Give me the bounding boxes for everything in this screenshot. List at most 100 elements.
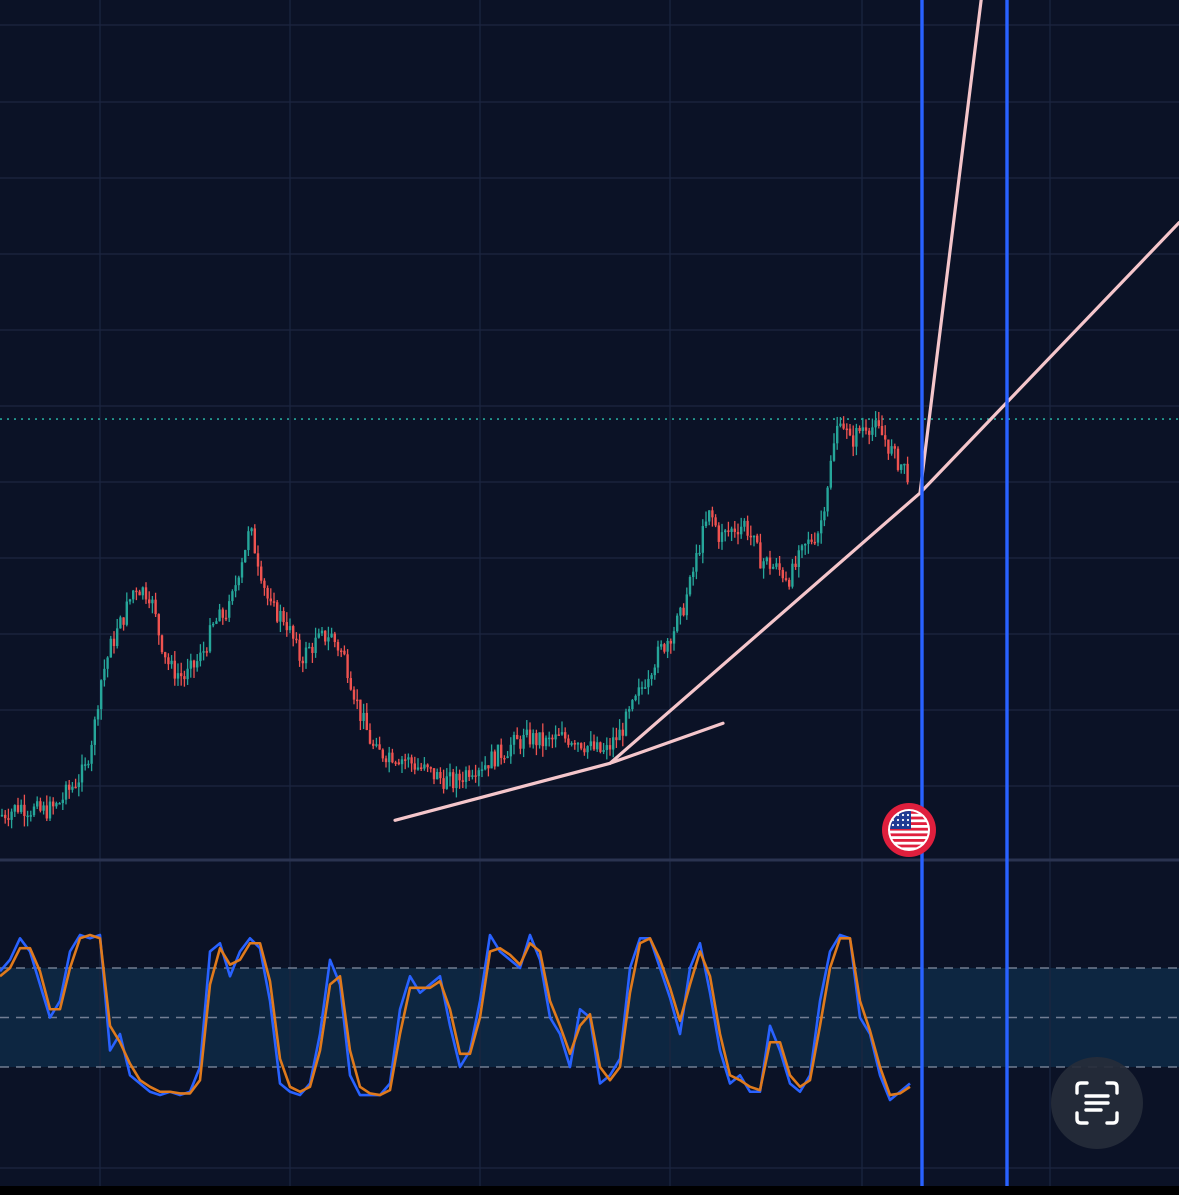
candle-body	[327, 637, 330, 642]
candle-body	[215, 621, 218, 624]
candle-body	[836, 425, 839, 444]
candle-body	[746, 520, 749, 536]
candle-body	[112, 638, 116, 647]
candle-body	[144, 587, 148, 600]
flag-star	[901, 823, 905, 827]
candle-body	[93, 719, 96, 745]
candle-body	[55, 803, 58, 807]
candle-body	[202, 651, 205, 653]
candle-body	[228, 601, 231, 618]
candle-body	[336, 642, 340, 651]
candle-body	[356, 699, 359, 702]
candle-body	[304, 647, 308, 664]
candle-body	[368, 729, 372, 744]
candle-body	[340, 650, 343, 653]
candle-body	[672, 631, 676, 644]
candle-body	[7, 818, 10, 820]
candle-body	[442, 778, 445, 789]
candle-body	[826, 487, 829, 512]
candle-body	[234, 585, 237, 592]
candle-body	[167, 657, 170, 665]
candle-body	[352, 689, 356, 700]
candle-body	[557, 734, 560, 736]
candle-body	[775, 563, 778, 567]
candle-body	[493, 751, 496, 767]
candle-body	[743, 520, 746, 527]
candle-body	[855, 427, 858, 447]
candle-body	[602, 750, 605, 752]
candle-body	[714, 517, 717, 526]
trendlines[interactable]	[393, 0, 1179, 822]
candle-body	[272, 601, 276, 603]
candle-body	[618, 729, 621, 741]
candle-body	[528, 729, 532, 745]
candle-body	[864, 427, 868, 431]
candle-body	[516, 734, 519, 740]
candle-body	[874, 420, 877, 428]
candle-body	[455, 773, 458, 789]
candle-body	[708, 510, 711, 522]
candle-body	[68, 784, 71, 790]
candle-body	[832, 443, 836, 461]
candle-body	[858, 427, 861, 431]
candle-body	[730, 528, 733, 532]
flag-star	[906, 813, 910, 817]
candle-body	[10, 811, 13, 820]
candle-body	[788, 579, 791, 587]
candle-body	[810, 539, 813, 542]
candle-body	[218, 609, 221, 622]
candle-body	[263, 580, 266, 588]
vertical-markers[interactable]	[920, 0, 1009, 1186]
candle-body	[653, 667, 656, 676]
candle-body	[84, 764, 87, 766]
candle-body	[797, 550, 800, 567]
candle-body	[407, 757, 410, 760]
flag-star	[901, 818, 905, 822]
candle-body	[314, 637, 317, 654]
candle-body	[666, 640, 669, 652]
candle-body	[752, 535, 756, 538]
candle-body	[580, 743, 583, 749]
candle-body	[781, 569, 784, 579]
candle-body	[544, 737, 548, 747]
candle-body	[522, 735, 525, 749]
candle-body	[71, 786, 74, 790]
candle-body	[647, 678, 650, 688]
candle-body	[23, 804, 26, 817]
candle-body	[199, 652, 202, 662]
candle-body	[192, 660, 196, 668]
candle-body	[400, 759, 404, 765]
candle-body	[279, 610, 282, 622]
candle-body	[490, 751, 493, 769]
candle-body	[845, 428, 848, 431]
flag-stripe	[890, 827, 928, 831]
candle-body	[624, 711, 628, 736]
candle-body	[375, 744, 378, 746]
scan-text-button[interactable]	[1051, 1057, 1143, 1149]
candle-body	[583, 748, 586, 753]
flag-star	[901, 813, 905, 817]
candle-body	[804, 543, 807, 546]
candle-body	[436, 772, 439, 780]
candle-body	[893, 446, 896, 449]
candle-body	[317, 633, 320, 638]
candle-body	[903, 463, 906, 466]
candle-body	[61, 799, 64, 804]
candle-body	[900, 464, 903, 470]
flag-star	[906, 823, 910, 827]
candle-body	[816, 533, 820, 543]
candle-body	[564, 732, 567, 739]
candle-body	[682, 607, 685, 616]
candle-body	[452, 772, 455, 789]
candle-body	[426, 764, 429, 768]
candle-body	[496, 744, 500, 767]
candle-body	[676, 615, 679, 632]
oscillator-line	[0, 933, 911, 1097]
candle-body	[538, 732, 541, 746]
us-flag-icon[interactable]	[882, 803, 936, 857]
candle-body	[698, 552, 701, 555]
candle-body	[644, 687, 647, 689]
